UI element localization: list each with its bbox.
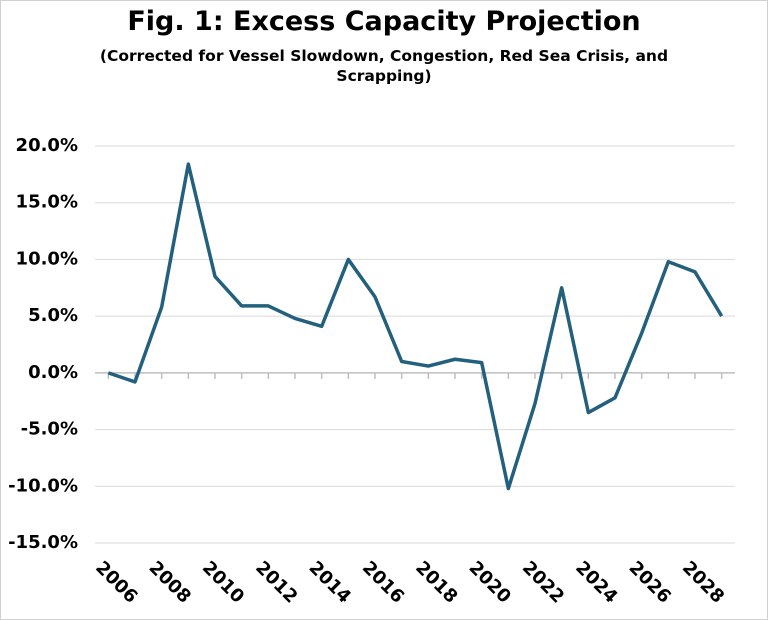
y-tick-label: -15.0%	[8, 532, 78, 553]
x-tick-label: 2012	[251, 557, 301, 607]
x-tick-label: 2018	[411, 557, 461, 607]
y-tick-label: 5.0%	[28, 305, 78, 326]
x-tick-label: 2024	[571, 557, 621, 607]
x-tick-label: 2016	[358, 557, 408, 607]
y-tick-label: 10.0%	[16, 248, 78, 269]
y-tick-label: -5.0%	[21, 419, 78, 440]
chart-subtitle: (Corrected for Vessel Slowdown, Congesti…	[99, 47, 669, 85]
x-tick-label: 2006	[91, 557, 141, 607]
x-tick-label: 2008	[145, 557, 195, 607]
chart-title: Fig. 1: Excess Capacity Projection	[127, 6, 641, 37]
y-tick-label: 15.0%	[16, 192, 78, 213]
x-tick-label: 2028	[678, 557, 728, 607]
y-tick-label: 20.0%	[16, 135, 78, 156]
x-tick-label: 2026	[625, 557, 675, 607]
x-tick-label: 2010	[198, 557, 248, 607]
y-tick-label: 0.0%	[28, 362, 78, 383]
x-tick-label: 2020	[465, 557, 515, 607]
x-tick-label: 2022	[518, 557, 568, 607]
x-tick-label: 2014	[305, 557, 355, 607]
y-tick-label: -10.0%	[8, 475, 78, 496]
data-line	[107, 162, 724, 491]
